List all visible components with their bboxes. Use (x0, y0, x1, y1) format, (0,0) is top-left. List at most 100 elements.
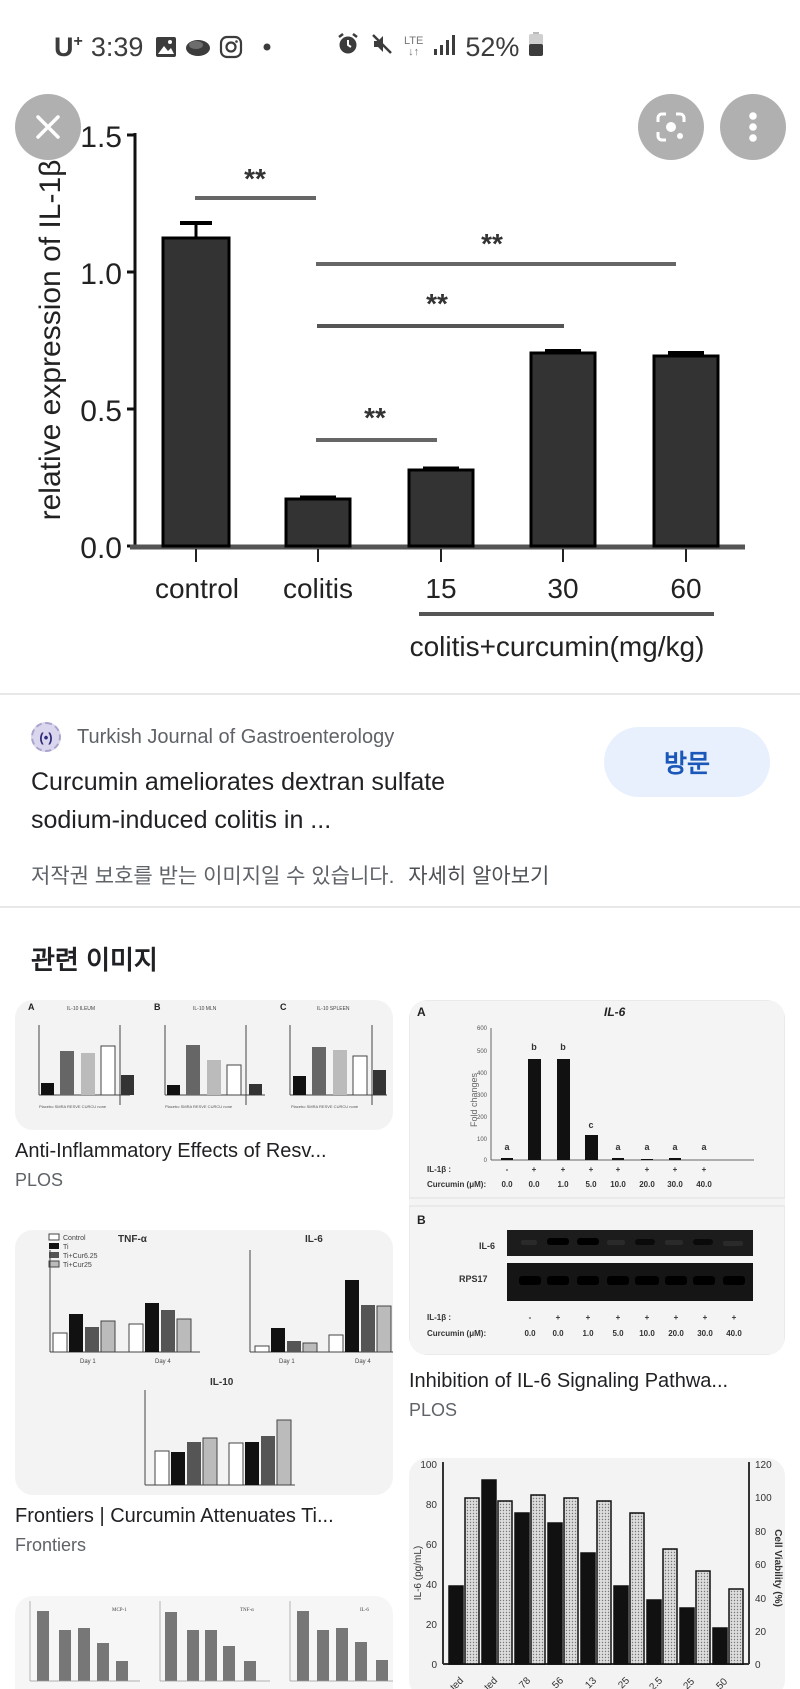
related-thumbnail[interactable]: A IL-6 Fold changes 600 500 400 300 200 100 0… (409, 1000, 785, 1355)
related-thumbnail[interactable]: 100 80 60 40 20 0 IL-6 (pg/mL) 120 100 80 60 40… (409, 1458, 785, 1689)
svg-text:+: + (586, 1313, 591, 1322)
more-vert-icon (749, 112, 757, 142)
google-lens-button[interactable] (638, 94, 704, 160)
visit-button[interactable]: 방문 (604, 727, 770, 797)
related-card-source: Frontiers (15, 1535, 87, 1555)
google-lens-icon (656, 112, 686, 142)
svg-text:1.0: 1.0 (80, 258, 122, 291)
svg-text:2.5: 2.5 (647, 1675, 665, 1689)
svg-text:**: ** (244, 163, 266, 194)
svg-text:600: 600 (477, 1026, 488, 1032)
svg-text:colitis+curcumin(mg/kg): colitis+curcumin(mg/kg) (410, 631, 705, 662)
svg-text:30.0: 30.0 (697, 1329, 713, 1338)
svg-text:IL-6: IL-6 (479, 1241, 495, 1251)
svg-text:20.0: 20.0 (639, 1180, 655, 1189)
svg-text:200: 200 (477, 1115, 488, 1121)
svg-text:40.0: 40.0 (696, 1180, 712, 1189)
svg-text:0: 0 (484, 1158, 488, 1164)
svg-text:+: + (616, 1165, 621, 1174)
svg-text:RPS17: RPS17 (459, 1274, 488, 1284)
image-viewer[interactable]: 1.5 1.0 0.5 0.0 relative expression of I… (0, 94, 800, 694)
svg-text:+: + (674, 1313, 679, 1322)
related-card[interactable]: 100 80 60 40 20 0 IL-6 (pg/mL) 120 100 80 60 40… (409, 1458, 785, 1689)
related-card-title[interactable]: Frontiers | Curcumin Attenuates Ti... (15, 1505, 334, 1527)
svg-text:Cell Viability (%): Cell Viability (%) (772, 1529, 783, 1607)
related-card-source: PLOS (15, 1170, 64, 1190)
svg-text:b: b (560, 1042, 566, 1052)
carrier-label: U+ (54, 31, 83, 62)
svg-text:A: A (28, 1002, 35, 1012)
related-thumbnail[interactable]: A B C IL-10 ILEUM IL-10 MLN IL-10 SPLEEN (15, 1000, 393, 1130)
source-link[interactable]: (•) Turkish Journal of Gastroenterology (31, 722, 394, 752)
svg-text:+: + (703, 1313, 708, 1322)
related-card[interactable]: Control Ti Ti+Cur6.25 Ti+Cur25 TNF-α IL-… (15, 1230, 393, 1560)
svg-text:a: a (615, 1142, 621, 1152)
related-card[interactable]: A IL-6 Fold changes 600 500 400 300 200 100 0… (409, 1000, 785, 1420)
related-card[interactable]: A B C IL-10 ILEUM IL-10 MLN IL-10 SPLEEN (15, 1000, 393, 1200)
svg-text:Day 1: Day 1 (279, 1359, 295, 1365)
svg-text:0.0: 0.0 (552, 1329, 564, 1338)
svg-text:Control: Control (63, 1235, 86, 1242)
svg-text:+: + (561, 1165, 566, 1174)
source-title-link[interactable]: Curcumin ameliorates dextran sulfate sod… (31, 763, 551, 839)
svg-text:**: ** (426, 288, 448, 319)
learn-more-link[interactable]: 자세히 알아보기 (408, 865, 550, 888)
svg-text:IL-10 SPLEEN: IL-10 SPLEEN (317, 1006, 350, 1012)
svg-text:Fold changes: Fold changes (469, 1072, 479, 1127)
main-chart: 1.5 1.0 0.5 0.0 relative expression of I… (34, 121, 745, 662)
svg-text:Ti+Cur25: Ti+Cur25 (63, 1262, 92, 1269)
svg-text:a: a (504, 1142, 510, 1152)
svg-text:TNF-α: TNF-α (118, 1234, 148, 1245)
source-title-line: Curcumin ameliorates dextran sulfate (31, 768, 446, 796)
svg-text:b: b (531, 1042, 537, 1052)
svg-text:Placebo SMRA RESVE CURCU n: Placebo SMRA RESVE CURCU none (165, 1104, 233, 1109)
related-card-title[interactable]: Anti-Inflammatory Effects of Resv... (15, 1140, 327, 1162)
svg-text:a: a (644, 1142, 650, 1152)
alarm-icon (336, 32, 360, 63)
svg-text:B: B (154, 1002, 161, 1012)
svg-text:IL-6: IL-6 (305, 1234, 323, 1245)
related-card[interactable]: MCP-1 TNF-α IL-6 (15, 1596, 393, 1689)
mute-icon (370, 32, 394, 63)
svg-text:IL-10 MLN: IL-10 MLN (193, 1006, 217, 1012)
svg-text:400: 400 (477, 1071, 488, 1077)
svg-text:5.0: 5.0 (585, 1180, 597, 1189)
related-thumbnail[interactable]: Control Ti Ti+Cur6.25 Ti+Cur25 TNF-α IL-… (15, 1230, 393, 1495)
related-card-title[interactable]: Inhibition of IL-6 Signaling Pathwa... (409, 1370, 729, 1392)
svg-text:0.0: 0.0 (524, 1329, 536, 1338)
copyright-text: 저작권 보호를 받는 이미지일 수 있습니다. (31, 865, 395, 888)
close-button[interactable] (15, 94, 81, 160)
more-options-button[interactable] (720, 94, 786, 160)
svg-text:**: ** (481, 228, 503, 259)
signal-icon (433, 32, 456, 63)
svg-text:.13: .13 (581, 1675, 599, 1689)
svg-text:IL-10 ILEUM: IL-10 ILEUM (67, 1006, 95, 1012)
svg-text:+: + (673, 1165, 678, 1174)
svg-text:40.0: 40.0 (726, 1329, 742, 1338)
svg-text:120: 120 (755, 1460, 772, 1471)
svg-text:.78: .78 (515, 1675, 533, 1689)
svg-text:20: 20 (755, 1627, 767, 1638)
svg-text:60: 60 (755, 1560, 767, 1571)
instagram-icon (219, 35, 243, 59)
svg-text:50: 50 (714, 1676, 730, 1689)
svg-text:Ti+Cur6.25: Ti+Cur6.25 (63, 1253, 98, 1260)
svg-text:100: 100 (477, 1137, 488, 1143)
svg-text:-: - (529, 1313, 532, 1322)
svg-text:80: 80 (755, 1527, 767, 1538)
svg-text:+: + (589, 1165, 594, 1174)
battery-percent: 52% (465, 31, 520, 62)
svg-text:control: control (155, 573, 239, 604)
svg-text:Placebo SMRA RESVE CURCU n: Placebo SMRA RESVE CURCU none (291, 1104, 359, 1109)
svg-text:Ti: Ti (63, 1244, 69, 1251)
svg-text:300: 300 (477, 1093, 488, 1099)
svg-text:a: a (672, 1142, 678, 1152)
svg-text:IL-6 (pg/mL): IL-6 (pg/mL) (413, 1546, 424, 1600)
svg-text:IL-6: IL-6 (360, 1608, 369, 1613)
svg-text:+: + (616, 1313, 621, 1322)
source-title-line: sodium-induced colitis in ... (31, 806, 332, 834)
related-images-heading: 관련 이미지 (31, 945, 158, 975)
related-thumbnail[interactable]: MCP-1 TNF-α IL-6 (15, 1596, 393, 1689)
svg-text:C: C (280, 1002, 287, 1012)
svg-text:+: + (645, 1313, 650, 1322)
